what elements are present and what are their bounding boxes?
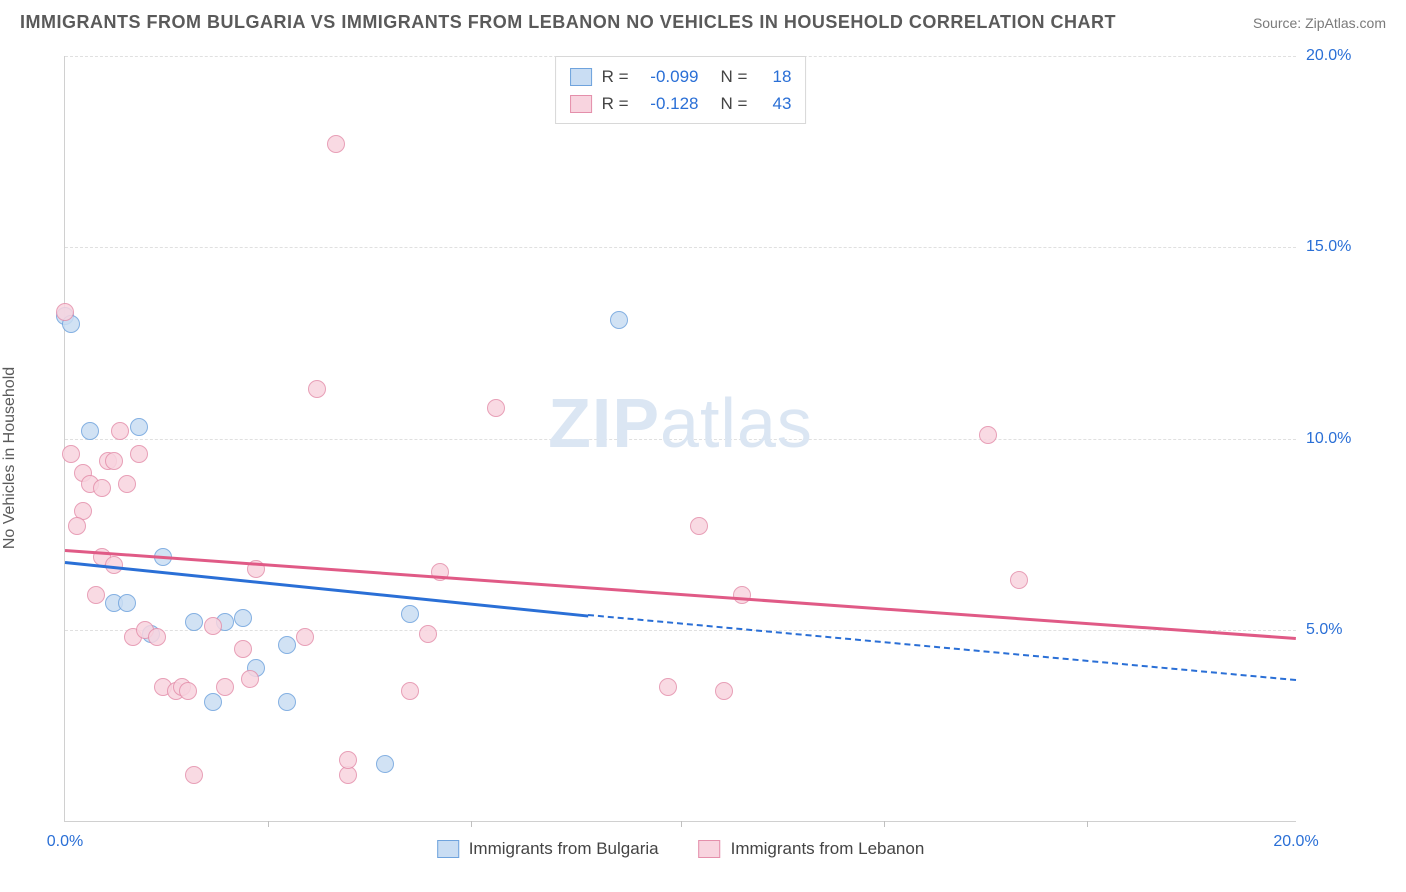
data-point — [296, 628, 314, 646]
trend-line — [588, 614, 1296, 681]
data-point — [216, 678, 234, 696]
watermark: ZIPatlas — [548, 383, 813, 463]
stats-legend-row: R = -0.128 N = 43 — [570, 90, 792, 117]
data-point — [118, 594, 136, 612]
data-point — [401, 682, 419, 700]
data-point — [179, 682, 197, 700]
data-point — [733, 586, 751, 604]
y-tick-label: 5.0% — [1306, 621, 1376, 639]
legend-swatch — [570, 68, 592, 86]
legend-label: Immigrants from Bulgaria — [469, 839, 659, 859]
data-point — [308, 380, 326, 398]
data-point — [241, 670, 259, 688]
data-point — [56, 303, 74, 321]
data-point — [278, 693, 296, 711]
x-tick-label: 0.0% — [47, 833, 83, 851]
data-point — [339, 751, 357, 769]
x-tick — [268, 821, 269, 827]
x-tick — [1087, 821, 1088, 827]
y-axis-label: No Vehicles in Household — [1, 367, 19, 549]
data-point — [487, 399, 505, 417]
x-tick — [884, 821, 885, 827]
r-label: R = — [602, 90, 629, 117]
y-tick-label: 15.0% — [1306, 238, 1376, 256]
source-attribution: Source: ZipAtlas.com — [1253, 15, 1386, 31]
x-tick-label: 20.0% — [1273, 833, 1318, 851]
data-point — [204, 617, 222, 635]
data-point — [690, 517, 708, 535]
data-point — [715, 682, 733, 700]
data-point — [111, 422, 129, 440]
correlation-chart: No Vehicles in Household ZIPatlas R =-0.… — [20, 44, 1386, 872]
n-label: N = — [721, 90, 748, 117]
legend-item: Immigrants from Bulgaria — [437, 839, 659, 859]
data-point — [376, 755, 394, 773]
trend-line — [65, 549, 1296, 640]
data-point — [68, 517, 86, 535]
gridline — [65, 247, 1296, 248]
data-point — [234, 609, 252, 627]
data-point — [185, 766, 203, 784]
n-label: N = — [721, 63, 748, 90]
legend-swatch — [437, 840, 459, 858]
data-point — [234, 640, 252, 658]
data-point — [1010, 571, 1028, 589]
plot-area: ZIPatlas R =-0.099N =18R =-0.128N =43 Im… — [64, 56, 1296, 822]
data-point — [979, 426, 997, 444]
n-value: 43 — [757, 90, 791, 117]
watermark-light: atlas — [660, 384, 813, 462]
data-point — [130, 418, 148, 436]
stats-legend-row: R = -0.099 N = 18 — [570, 63, 792, 90]
data-point — [401, 605, 419, 623]
y-tick-label: 20.0% — [1306, 47, 1376, 65]
data-point — [148, 628, 166, 646]
r-value: -0.128 — [639, 90, 699, 117]
data-point — [204, 693, 222, 711]
stats-legend: R = -0.099 N = 18 R = -0.128 N = 43 — [555, 56, 807, 124]
legend-item: Immigrants from Lebanon — [699, 839, 925, 859]
data-point — [81, 422, 99, 440]
data-point — [659, 678, 677, 696]
data-point — [185, 613, 203, 631]
n-value: 18 — [757, 63, 791, 90]
r-value: -0.099 — [639, 63, 699, 90]
gridline — [65, 630, 1296, 631]
legend-swatch — [699, 840, 721, 858]
data-point — [130, 445, 148, 463]
y-tick-label: 10.0% — [1306, 430, 1376, 448]
gridline — [65, 439, 1296, 440]
data-point — [327, 135, 345, 153]
data-point — [278, 636, 296, 654]
x-tick — [471, 821, 472, 827]
data-point — [87, 586, 105, 604]
legend-swatch — [570, 95, 592, 113]
page-title: IMMIGRANTS FROM BULGARIA VS IMMIGRANTS F… — [20, 12, 1116, 33]
data-point — [93, 479, 111, 497]
data-point — [62, 445, 80, 463]
data-point — [419, 625, 437, 643]
r-label: R = — [602, 63, 629, 90]
legend-label: Immigrants from Lebanon — [731, 839, 925, 859]
watermark-bold: ZIP — [548, 384, 660, 462]
data-point — [118, 475, 136, 493]
data-point — [610, 311, 628, 329]
series-legend: Immigrants from Bulgaria Immigrants from … — [437, 839, 925, 859]
x-tick — [681, 821, 682, 827]
data-point — [105, 452, 123, 470]
